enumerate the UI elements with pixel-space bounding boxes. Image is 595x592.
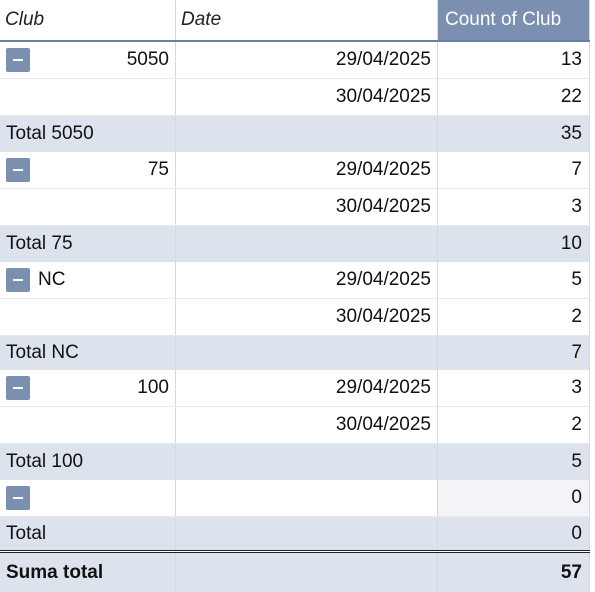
date-cell: 30/04/2025 — [176, 407, 438, 443]
count-cell: 7 — [438, 336, 590, 370]
table-row: 0 — [0, 480, 590, 517]
minus-icon[interactable] — [6, 48, 30, 72]
table-row: 75 29/04/2025 7 — [0, 152, 590, 189]
subtotal-row: Total 100 5 — [0, 444, 590, 480]
date-cell: 30/04/2025 — [176, 79, 438, 115]
date-cell — [176, 116, 438, 152]
club-cell — [0, 407, 176, 443]
date-cell — [176, 517, 438, 550]
count-cell: 10 — [438, 226, 590, 262]
date-cell — [176, 226, 438, 262]
subtotal-label: Total 100 — [0, 444, 176, 480]
count-cell: 2 — [438, 407, 590, 443]
date-cell: 30/04/2025 — [176, 299, 438, 335]
date-cell: 29/04/2025 — [176, 42, 438, 78]
subtotal-row: Total 75 10 — [0, 226, 590, 262]
subtotal-row: Total 5050 35 — [0, 116, 590, 152]
table-row: 30/04/2025 3 — [0, 189, 590, 226]
subtotal-label: Total — [0, 517, 176, 550]
minus-icon[interactable] — [6, 158, 30, 182]
grand-total-label: Suma total — [0, 553, 176, 592]
count-cell: 5 — [438, 444, 590, 480]
club-cell: 5050 — [0, 42, 176, 78]
minus-icon[interactable] — [6, 376, 30, 400]
table-row: NC 29/04/2025 5 — [0, 262, 590, 299]
subtotal-row: Total 0 — [0, 517, 590, 550]
header-row: Club Date Count of Club — [0, 0, 590, 42]
subtotal-label: Total 75 — [0, 226, 176, 262]
club-label: 5050 — [126, 49, 169, 70]
club-cell — [0, 299, 176, 335]
minus-icon[interactable] — [6, 486, 30, 510]
date-cell: 29/04/2025 — [176, 152, 438, 188]
table-row: 30/04/2025 2 — [0, 407, 590, 444]
subtotal-label: Total NC — [0, 336, 176, 370]
column-header-date[interactable]: Date — [176, 0, 438, 40]
club-label: NC — [38, 269, 66, 290]
club-cell: NC — [0, 262, 176, 298]
date-cell: 30/04/2025 — [176, 189, 438, 225]
count-cell: 5 — [438, 262, 590, 298]
club-cell — [0, 480, 176, 516]
club-cell — [0, 189, 176, 225]
club-cell: 100 — [0, 370, 176, 406]
date-cell — [176, 553, 438, 592]
club-label: 75 — [147, 159, 169, 180]
club-cell — [0, 79, 176, 115]
grand-total-row: Suma total 57 — [0, 550, 590, 592]
count-cell: 7 — [438, 152, 590, 188]
count-cell: 3 — [438, 370, 590, 406]
club-label: 100 — [137, 377, 169, 398]
table-row: 30/04/2025 2 — [0, 299, 590, 336]
count-cell: 35 — [438, 116, 590, 152]
count-cell: 13 — [438, 42, 590, 78]
date-cell: 29/04/2025 — [176, 370, 438, 406]
count-cell: 0 — [438, 517, 590, 550]
club-cell: 75 — [0, 152, 176, 188]
table-row: 30/04/2025 22 — [0, 79, 590, 116]
minus-icon[interactable] — [6, 268, 30, 292]
count-cell: 3 — [438, 189, 590, 225]
date-cell — [176, 336, 438, 370]
subtotal-label: Total 5050 — [0, 116, 176, 152]
column-header-count[interactable]: Count of Club — [438, 0, 590, 40]
table-row: 100 29/04/2025 3 — [0, 370, 590, 407]
count-cell: 22 — [438, 79, 590, 115]
subtotal-row: Total NC 7 — [0, 336, 590, 370]
column-header-club[interactable]: Club — [0, 0, 176, 40]
date-cell — [176, 480, 438, 516]
table-row: 5050 29/04/2025 13 — [0, 42, 590, 79]
count-cell: 2 — [438, 299, 590, 335]
date-cell: 29/04/2025 — [176, 262, 438, 298]
grand-total-count: 57 — [438, 553, 590, 592]
date-cell — [176, 444, 438, 480]
count-cell: 0 — [438, 480, 590, 516]
